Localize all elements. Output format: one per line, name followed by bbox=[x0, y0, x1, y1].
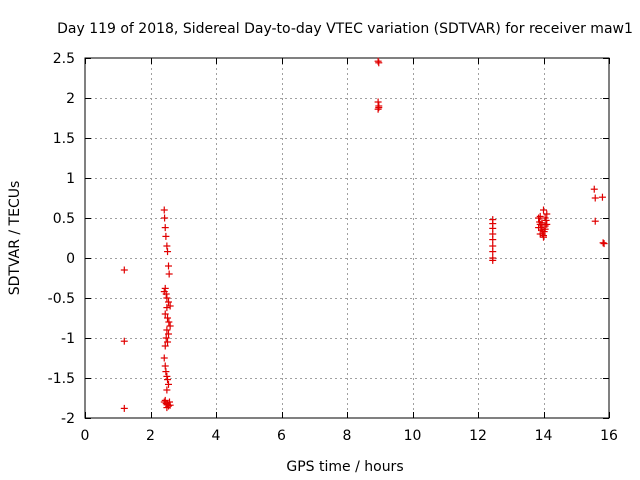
data-point bbox=[161, 396, 169, 404]
data-point bbox=[120, 337, 128, 345]
data-point bbox=[163, 372, 171, 380]
data-point bbox=[164, 248, 172, 256]
data-point bbox=[162, 368, 170, 376]
y-tick-label: -2 bbox=[61, 411, 75, 427]
x-tick-label: 2 bbox=[146, 428, 155, 444]
chart-title: Day 119 of 2018, Sidereal Day-to-day VTE… bbox=[57, 21, 633, 37]
data-points bbox=[120, 57, 608, 412]
axis-ticks: 0 2 4 6 8 10 12 14 16 -2 -1.5 -1 -0.5 0 0.5 1 1.5 2 2.5 bbox=[48, 51, 618, 444]
data-point bbox=[162, 290, 170, 298]
data-point bbox=[161, 342, 169, 350]
data-point bbox=[162, 232, 170, 240]
y-tick-label: 0 bbox=[66, 251, 75, 267]
data-point bbox=[535, 214, 543, 222]
data-point bbox=[540, 206, 547, 214]
data-point bbox=[541, 214, 549, 222]
data-point bbox=[538, 219, 546, 227]
y-tick-label: 0.5 bbox=[53, 211, 75, 227]
data-point bbox=[162, 334, 170, 342]
x-tick-label: 4 bbox=[212, 428, 221, 444]
data-point bbox=[489, 248, 497, 256]
x-tick-label: 16 bbox=[600, 428, 618, 444]
data-point bbox=[161, 310, 169, 318]
data-point bbox=[161, 224, 169, 232]
data-point bbox=[543, 210, 551, 218]
data-point bbox=[160, 398, 168, 406]
data-point bbox=[163, 242, 171, 250]
data-point bbox=[535, 224, 543, 232]
data-point bbox=[165, 270, 173, 278]
y-tick-label: -1.5 bbox=[48, 371, 75, 387]
x-tick-label: 14 bbox=[535, 428, 553, 444]
data-point bbox=[120, 266, 128, 274]
data-point bbox=[163, 304, 171, 312]
data-point bbox=[163, 326, 171, 334]
data-point bbox=[166, 302, 174, 310]
data-point bbox=[165, 380, 173, 388]
data-point bbox=[161, 214, 169, 222]
data-point bbox=[489, 236, 497, 244]
data-point bbox=[489, 256, 497, 264]
data-point bbox=[164, 338, 172, 346]
data-point bbox=[375, 104, 383, 112]
data-point bbox=[120, 404, 128, 412]
y-tick-label: -1 bbox=[61, 331, 75, 347]
data-point bbox=[374, 98, 382, 106]
data-point bbox=[374, 105, 382, 113]
data-point bbox=[536, 230, 544, 238]
data-point bbox=[165, 262, 173, 270]
data-point bbox=[543, 220, 551, 228]
data-point bbox=[536, 212, 544, 220]
data-point bbox=[163, 386, 171, 394]
y-tick-label: 2.5 bbox=[53, 51, 75, 67]
data-point bbox=[600, 240, 608, 248]
x-tick-label: 0 bbox=[81, 428, 90, 444]
data-point bbox=[591, 217, 599, 225]
data-point bbox=[160, 354, 168, 362]
data-point bbox=[540, 233, 547, 241]
data-point bbox=[164, 314, 172, 322]
data-point bbox=[165, 330, 173, 338]
data-point bbox=[166, 322, 174, 330]
x-axis-label: GPS time / hours bbox=[286, 459, 403, 475]
data-point bbox=[165, 402, 173, 410]
y-tick-label: 2 bbox=[66, 91, 75, 107]
data-point bbox=[598, 193, 606, 201]
y-tick-label: 1 bbox=[66, 171, 75, 187]
x-tick-label: 12 bbox=[469, 428, 487, 444]
data-point bbox=[164, 376, 172, 384]
x-tick-label: 10 bbox=[404, 428, 422, 444]
grid-lines bbox=[85, 58, 609, 418]
data-point bbox=[160, 206, 168, 214]
y-tick-label: 1.5 bbox=[53, 131, 75, 147]
data-point bbox=[536, 220, 544, 228]
x-tick-label: 8 bbox=[343, 428, 352, 444]
data-point bbox=[374, 57, 382, 65]
data-point bbox=[541, 225, 549, 233]
data-point bbox=[163, 294, 171, 302]
data-point bbox=[165, 318, 173, 326]
data-point bbox=[591, 194, 599, 202]
data-point bbox=[161, 284, 169, 292]
y-axis-label: SDTVAR / TECUs bbox=[7, 181, 23, 296]
data-point bbox=[165, 298, 173, 306]
data-point bbox=[163, 404, 171, 412]
y-tick-label: -0.5 bbox=[48, 291, 75, 307]
x-tick-label: 6 bbox=[277, 428, 286, 444]
data-point bbox=[161, 362, 169, 370]
data-point bbox=[590, 185, 598, 193]
data-point bbox=[599, 239, 607, 247]
data-point bbox=[375, 59, 383, 67]
